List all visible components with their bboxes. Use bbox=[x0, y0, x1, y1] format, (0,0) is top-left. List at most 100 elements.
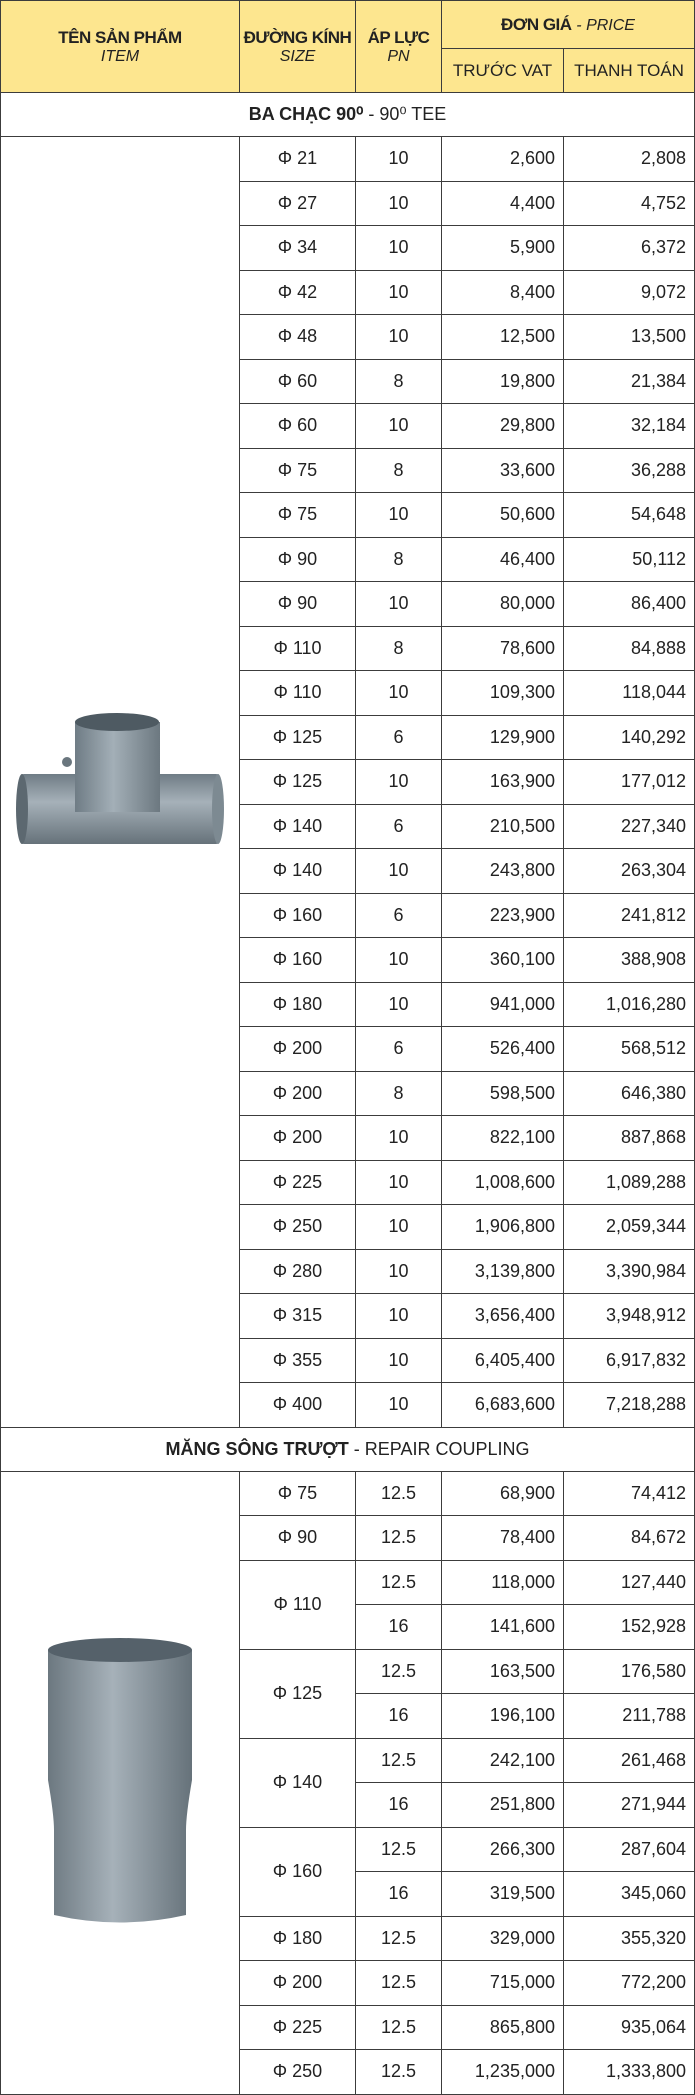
price-total: 263,304 bbox=[564, 849, 695, 894]
size: Φ 160 bbox=[240, 1827, 356, 1916]
price-total: 345,060 bbox=[564, 1872, 695, 1917]
price-total: 887,868 bbox=[564, 1116, 695, 1161]
size: Φ 110 bbox=[240, 626, 356, 671]
size: Φ 21 bbox=[240, 137, 356, 182]
size: Φ 42 bbox=[240, 270, 356, 315]
price-before-vat: 118,000 bbox=[442, 1560, 564, 1605]
price-total: 9,072 bbox=[564, 270, 695, 315]
price-total: 241,812 bbox=[564, 893, 695, 938]
price-total: 152,928 bbox=[564, 1605, 695, 1650]
pressure: 10 bbox=[356, 671, 442, 716]
price-before-vat: 8,400 bbox=[442, 270, 564, 315]
section-row: MĂNG SÔNG TRƯỢT - REPAIR COUPLING bbox=[1, 1427, 695, 1471]
price-before-vat: 196,100 bbox=[442, 1694, 564, 1739]
price-total: 271,944 bbox=[564, 1783, 695, 1828]
size: Φ 125 bbox=[240, 715, 356, 760]
price-before-vat: 1,008,600 bbox=[442, 1160, 564, 1205]
price-table: TÊN SẢN PHẨMITEM ĐƯỜNG KÍNHSIZE ÁP LỰCPN… bbox=[0, 0, 695, 2095]
pressure: 12.5 bbox=[356, 1827, 442, 1872]
pn-title: ÁP LỰC bbox=[356, 28, 441, 48]
price-before-vat: 29,800 bbox=[442, 404, 564, 449]
size: Φ 48 bbox=[240, 315, 356, 360]
price-sub: - PRICE bbox=[576, 17, 635, 34]
price-before-vat: 865,800 bbox=[442, 2005, 564, 2050]
size: Φ 60 bbox=[240, 404, 356, 449]
size: Φ 110 bbox=[240, 1560, 356, 1649]
price-total: 6,372 bbox=[564, 226, 695, 271]
size: Φ 160 bbox=[240, 938, 356, 983]
price-total: 355,320 bbox=[564, 1916, 695, 1961]
price-before-vat: 19,800 bbox=[442, 359, 564, 404]
price-total: 388,908 bbox=[564, 938, 695, 983]
price-total: 176,580 bbox=[564, 1649, 695, 1694]
price-total: 1,016,280 bbox=[564, 982, 695, 1027]
price-total: 127,440 bbox=[564, 1560, 695, 1605]
section-title: BA CHẠC 90⁰ - 90⁰ TEE bbox=[1, 93, 695, 137]
size: Φ 140 bbox=[240, 1738, 356, 1827]
price-before-vat: 12,500 bbox=[442, 315, 564, 360]
size: Φ 125 bbox=[240, 1649, 356, 1738]
size: Φ 90 bbox=[240, 1516, 356, 1561]
pressure: 8 bbox=[356, 537, 442, 582]
size: Φ 140 bbox=[240, 804, 356, 849]
pressure: 10 bbox=[356, 270, 442, 315]
size: Φ 180 bbox=[240, 982, 356, 1027]
price-total: 84,888 bbox=[564, 626, 695, 671]
price-header: ĐƠN GIÁ - PRICE bbox=[442, 1, 695, 49]
size: Φ 75 bbox=[240, 448, 356, 493]
pressure: 10 bbox=[356, 938, 442, 983]
price-before-vat: 251,800 bbox=[442, 1783, 564, 1828]
price-before-vat: 50,600 bbox=[442, 493, 564, 538]
price-total: 211,788 bbox=[564, 1694, 695, 1739]
section-title-bold: BA CHẠC 90⁰ bbox=[249, 104, 364, 124]
price-before-vat: 109,300 bbox=[442, 671, 564, 716]
size: Φ 75 bbox=[240, 1471, 356, 1516]
price-total: 1,089,288 bbox=[564, 1160, 695, 1205]
size: Φ 140 bbox=[240, 849, 356, 894]
pressure: 6 bbox=[356, 715, 442, 760]
size: Φ 90 bbox=[240, 582, 356, 627]
price-before-vat: 319,500 bbox=[442, 1872, 564, 1917]
price-before-vat: 1,235,000 bbox=[442, 2050, 564, 2095]
pressure: 16 bbox=[356, 1605, 442, 1650]
pressure: 10 bbox=[356, 1338, 442, 1383]
pressure: 8 bbox=[356, 448, 442, 493]
price-total: 568,512 bbox=[564, 1027, 695, 1072]
section-title: MĂNG SÔNG TRƯỢT - REPAIR COUPLING bbox=[1, 1427, 695, 1471]
size: Φ 125 bbox=[240, 760, 356, 805]
pressure: 12.5 bbox=[356, 1961, 442, 2006]
price-before-vat: 242,100 bbox=[442, 1738, 564, 1783]
price-total: 935,064 bbox=[564, 2005, 695, 2050]
data-row: Φ 7512.568,90074,412 bbox=[1, 1471, 695, 1516]
size: Φ 160 bbox=[240, 893, 356, 938]
pressure: 10 bbox=[356, 181, 442, 226]
pressure: 10 bbox=[356, 1383, 442, 1428]
price-before-vat: 78,600 bbox=[442, 626, 564, 671]
pressure: 12.5 bbox=[356, 1649, 442, 1694]
pressure: 10 bbox=[356, 1160, 442, 1205]
section-title-bold: MĂNG SÔNG TRƯỢT bbox=[166, 1439, 349, 1459]
section-row: BA CHẠC 90⁰ - 90⁰ TEE bbox=[1, 93, 695, 137]
pressure: 16 bbox=[356, 1872, 442, 1917]
size: Φ 200 bbox=[240, 1961, 356, 2006]
pressure: 10 bbox=[356, 226, 442, 271]
pressure: 10 bbox=[356, 493, 442, 538]
price-before-vat: 33,600 bbox=[442, 448, 564, 493]
pressure: 10 bbox=[356, 315, 442, 360]
price-total: 4,752 bbox=[564, 181, 695, 226]
pressure: 12.5 bbox=[356, 1471, 442, 1516]
pn-header: ÁP LỰCPN bbox=[356, 1, 442, 93]
price-total: 54,648 bbox=[564, 493, 695, 538]
price-total: 3,390,984 bbox=[564, 1249, 695, 1294]
price-before-vat: 129,900 bbox=[442, 715, 564, 760]
before-vat-header: TRƯỚC VAT bbox=[442, 49, 564, 93]
price-before-vat: 163,900 bbox=[442, 760, 564, 805]
pressure: 12.5 bbox=[356, 1560, 442, 1605]
pressure: 10 bbox=[356, 582, 442, 627]
price-total: 261,468 bbox=[564, 1738, 695, 1783]
price-total: 3,948,912 bbox=[564, 1294, 695, 1339]
size: Φ 280 bbox=[240, 1249, 356, 1294]
price-before-vat: 68,900 bbox=[442, 1471, 564, 1516]
page: TÊN SẢN PHẨMITEM ĐƯỜNG KÍNHSIZE ÁP LỰCPN… bbox=[0, 0, 695, 2049]
